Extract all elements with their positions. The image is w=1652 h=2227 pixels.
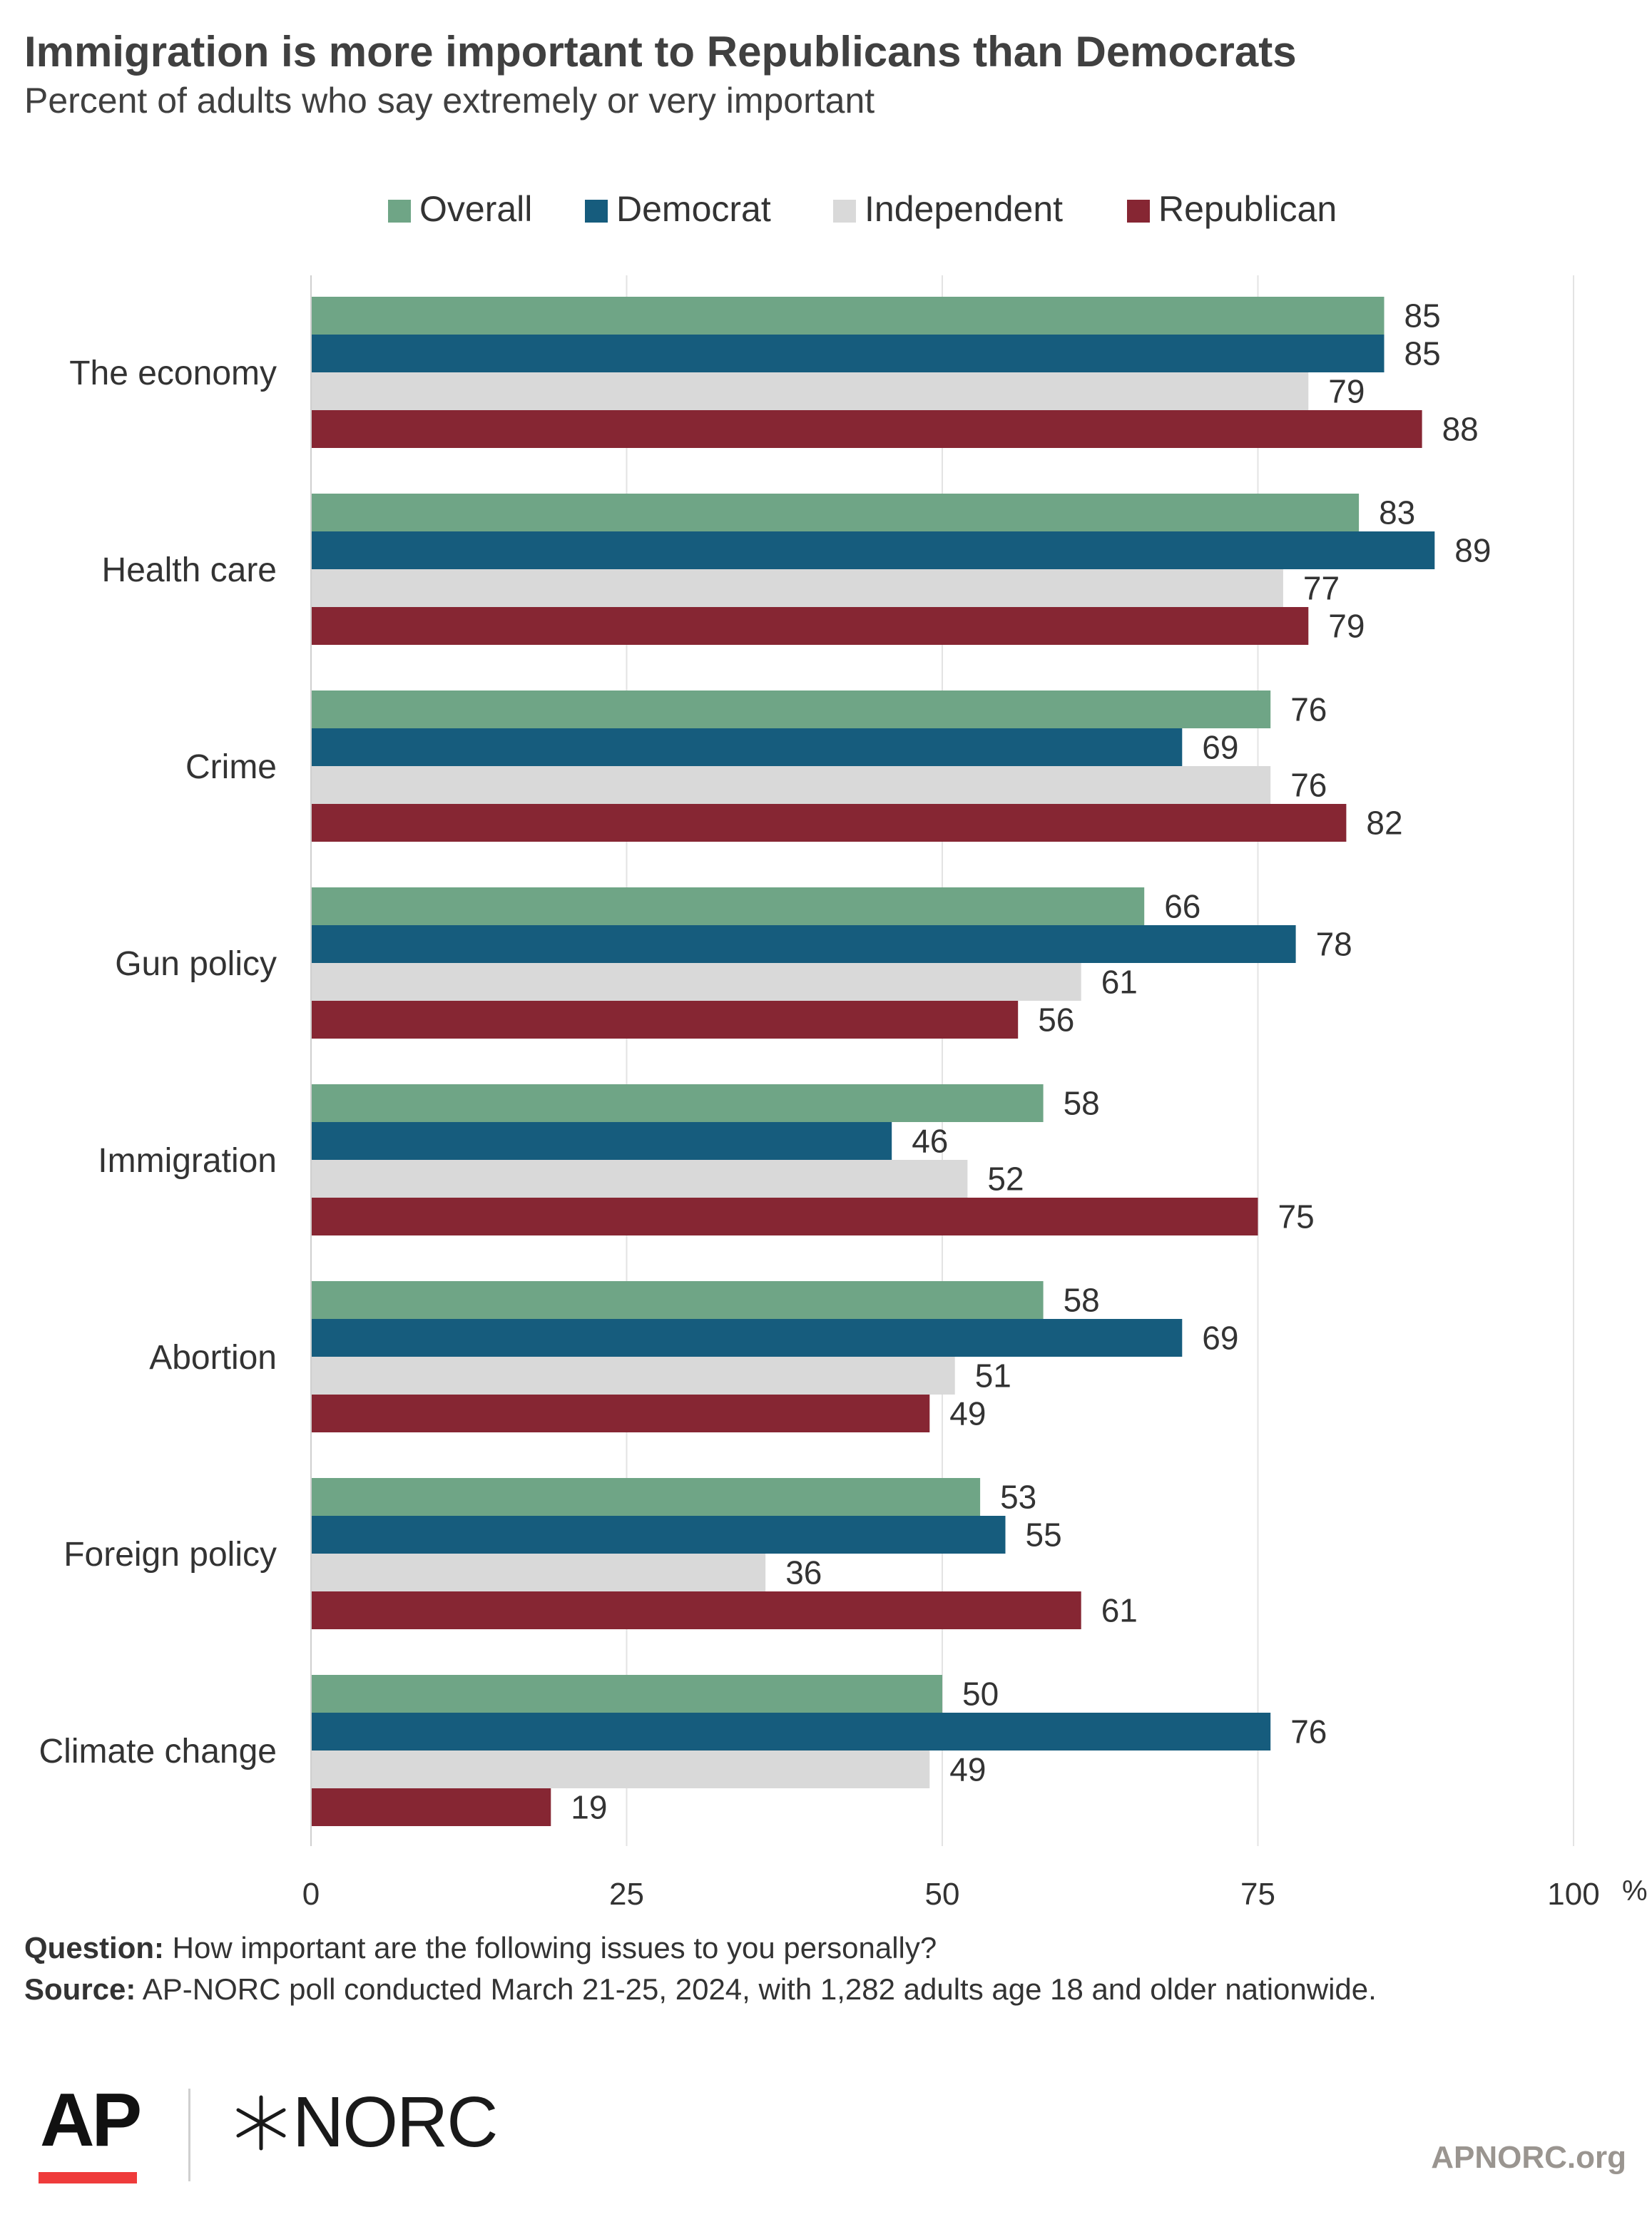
data-label: 66 (1164, 888, 1200, 925)
norc-star-icon (236, 2095, 286, 2150)
category-label: The economy (69, 355, 277, 392)
data-label: 79 (1328, 373, 1365, 410)
data-label: 36 (785, 1554, 822, 1591)
norc-logo-text: NORC (292, 2082, 498, 2162)
bar (311, 569, 1283, 607)
bar (311, 1713, 1271, 1750)
data-label: 51 (975, 1357, 1011, 1395)
bar (311, 1675, 942, 1713)
category-label: Climate change (39, 1733, 277, 1770)
data-label: 19 (571, 1789, 607, 1826)
bar (311, 335, 1385, 372)
legend-swatch (1127, 200, 1150, 223)
footer-url: APNORC.org (1431, 2140, 1626, 2175)
data-label: 61 (1101, 1592, 1138, 1629)
norc-logo: NORC (233, 2081, 498, 2164)
data-label: 52 (987, 1161, 1024, 1198)
x-tick-label: 25 (609, 1877, 644, 1912)
bar (311, 1788, 551, 1826)
bar (311, 531, 1435, 569)
data-label: 77 (1303, 570, 1340, 607)
legend-swatch (388, 200, 411, 223)
data-label: 78 (1316, 926, 1352, 963)
ap-logo: AP (40, 2078, 142, 2162)
data-label: 76 (1290, 767, 1327, 804)
bar (311, 925, 1296, 963)
bar (311, 1554, 766, 1591)
data-label: 61 (1101, 964, 1138, 1001)
data-label: 55 (1026, 1517, 1062, 1554)
bar (311, 1198, 1258, 1235)
bar (311, 410, 1422, 448)
bar (311, 1319, 1183, 1357)
bar (311, 766, 1271, 804)
data-label: 49 (949, 1395, 986, 1432)
bar (311, 1516, 1006, 1554)
source-note: Source: AP-NORC poll conducted March 21-… (24, 1972, 1377, 2006)
logo-divider (188, 2089, 190, 2181)
bar-chart: 0 25 50 75 100 % Overall Democrat Independent Rep… (39, 189, 1648, 1912)
bar (311, 1395, 930, 1432)
data-label: 82 (1366, 805, 1402, 842)
bar (311, 1750, 930, 1788)
data-label: 88 (1442, 411, 1479, 448)
data-label: 46 (912, 1123, 948, 1160)
bar (311, 804, 1347, 842)
data-label: 50 (962, 1676, 999, 1713)
bar (311, 887, 1145, 925)
legend-label: Democrat (616, 189, 771, 229)
data-label: 53 (1000, 1479, 1036, 1516)
chart-title: Immigration is more important to Republi… (24, 28, 1297, 76)
x-tick-label: 0 (302, 1877, 320, 1912)
data-label: 58 (1064, 1085, 1100, 1122)
legend-label: Overall (419, 189, 532, 229)
data-label: 85 (1404, 297, 1441, 335)
bar (311, 690, 1271, 728)
bar (311, 297, 1385, 335)
bar (311, 1084, 1044, 1122)
bar (311, 1122, 892, 1160)
x-unit-label: % (1622, 1875, 1648, 1907)
data-label: 83 (1379, 494, 1415, 531)
x-tick-label: 75 (1240, 1877, 1275, 1912)
bar (311, 1478, 981, 1516)
legend-label: Independent (865, 189, 1063, 229)
question-note: Question: How important are the followin… (24, 1931, 937, 1964)
bar (311, 1357, 955, 1395)
data-label: 79 (1328, 608, 1365, 645)
bar (311, 1281, 1044, 1319)
x-tick-label: 50 (925, 1877, 960, 1912)
ap-logo-underline (39, 2172, 137, 2183)
data-label: 69 (1202, 1320, 1238, 1357)
chart-subtitle: Percent of adults who say extremely or v… (24, 81, 875, 121)
data-label: 58 (1064, 1282, 1100, 1319)
x-tick-label: 100 (1547, 1877, 1599, 1912)
category-label: Crime (185, 748, 277, 786)
bar (311, 1001, 1019, 1039)
legend-swatch (833, 200, 856, 223)
legend-label: Republican (1158, 189, 1337, 229)
category-label: Health care (102, 551, 277, 589)
data-label: 49 (949, 1751, 986, 1788)
category-label: Abortion (149, 1339, 277, 1377)
bar (311, 963, 1081, 1001)
bar (311, 494, 1360, 531)
bar (311, 1591, 1081, 1629)
category-label: Gun policy (115, 945, 277, 983)
data-label: 76 (1290, 691, 1327, 728)
data-label: 69 (1202, 729, 1238, 766)
data-label: 85 (1404, 335, 1441, 372)
category-label: Immigration (98, 1142, 277, 1180)
chart-notes: Question: How important are the followin… (24, 1927, 1377, 2010)
data-label: 76 (1290, 1713, 1327, 1750)
bar (311, 607, 1309, 645)
data-label: 56 (1038, 1002, 1074, 1039)
data-label: 89 (1454, 532, 1491, 569)
data-label: 75 (1278, 1198, 1315, 1235)
legend-swatch (585, 200, 608, 223)
category-label: Foreign policy (63, 1536, 277, 1574)
bar (311, 372, 1309, 410)
bar (311, 1160, 968, 1198)
bar (311, 728, 1183, 766)
